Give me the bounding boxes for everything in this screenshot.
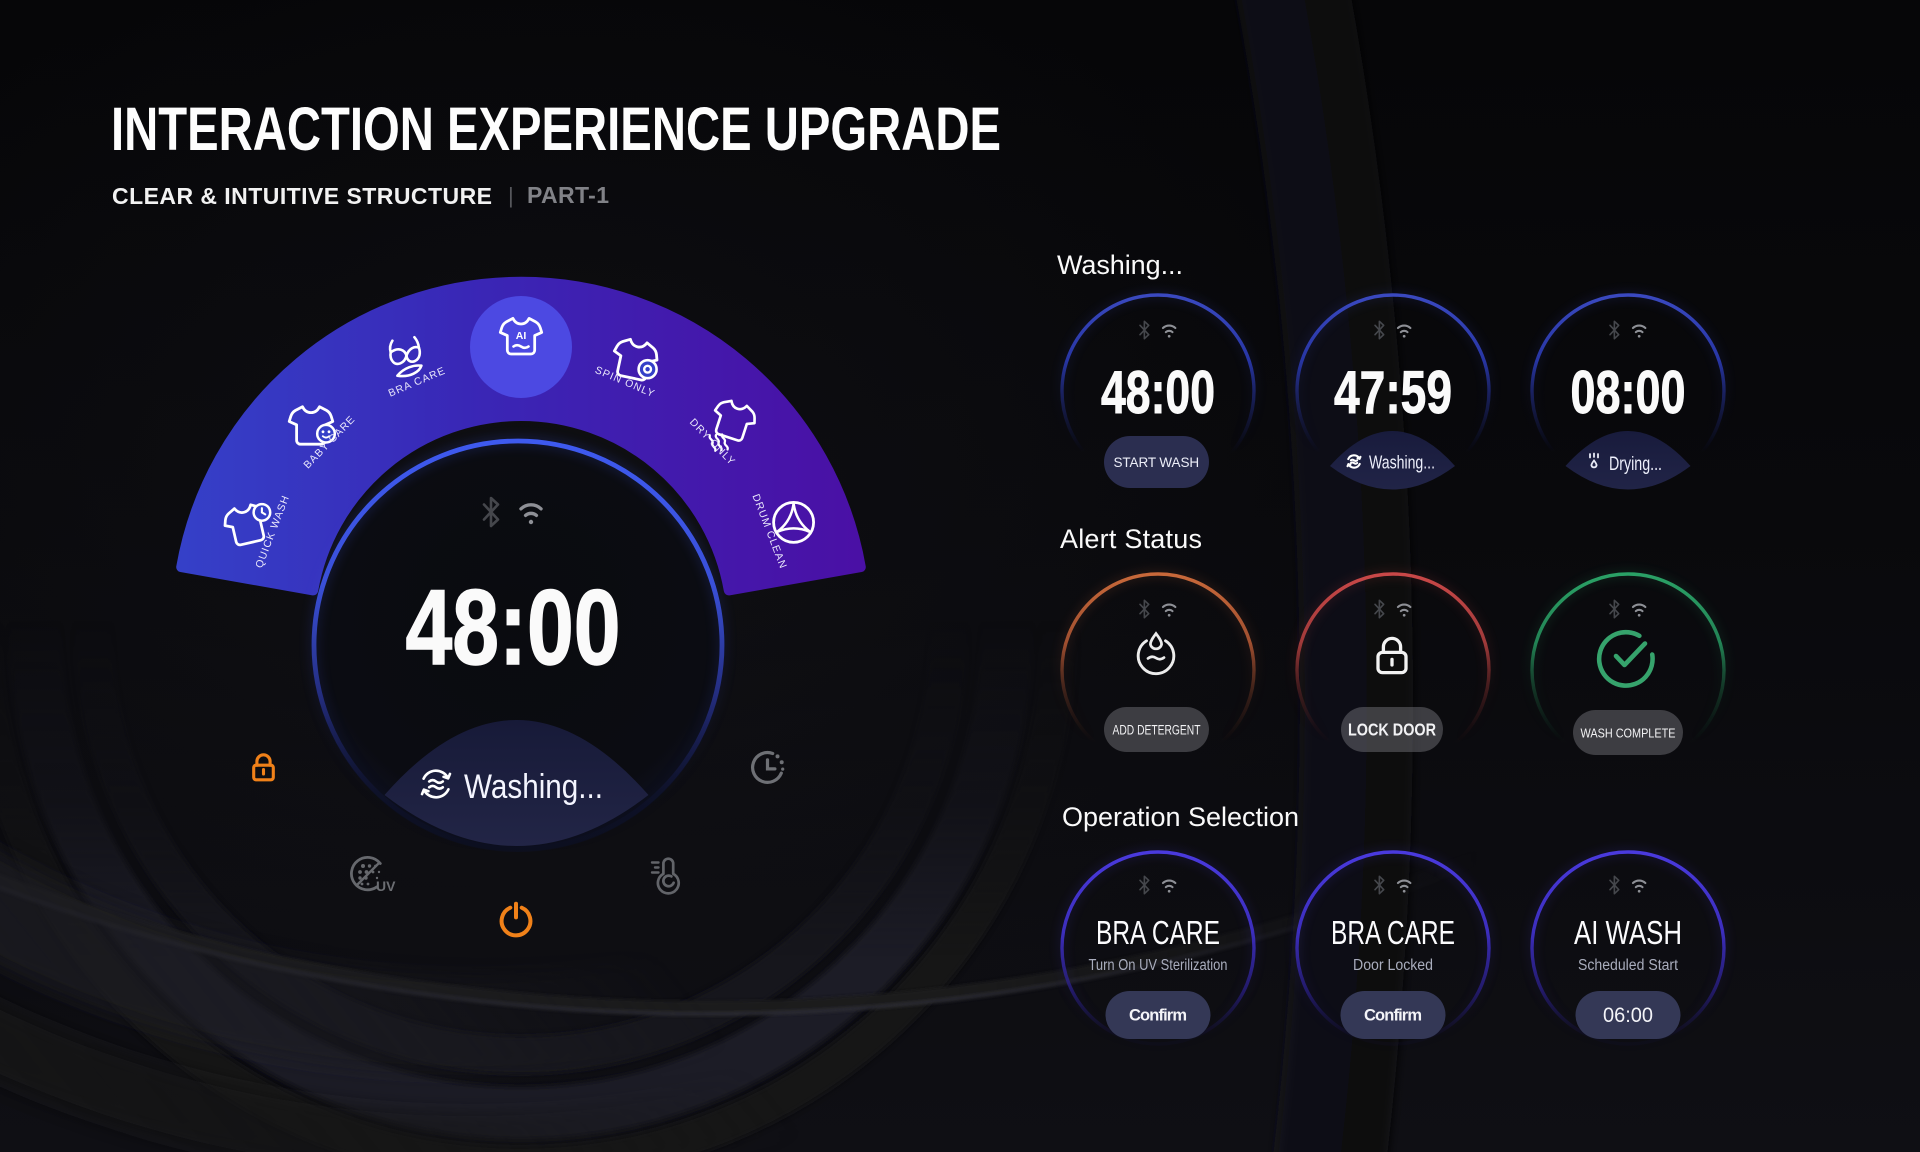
svg-text:AI: AI (516, 330, 527, 342)
svg-text:Turn On UV Sterilization: Turn On UV Sterilization (1089, 957, 1228, 974)
svg-text:Operation Selection: Operation Selection (1062, 802, 1299, 832)
svg-text:LOCK DOOR: LOCK DOOR (1348, 720, 1436, 740)
svg-text:48:00: 48:00 (406, 567, 621, 687)
svg-text:INTERACTION EXPERIENCE UPGRADE: INTERACTION EXPERIENCE UPGRADE (111, 95, 1001, 163)
svg-text:|: | (508, 183, 514, 208)
svg-text:PART-1: PART-1 (527, 182, 609, 208)
svg-text:08:00: 08:00 (1571, 359, 1686, 426)
svg-text:CLEAR & INTUITIVE STRUCTURE: CLEAR & INTUITIVE STRUCTURE (112, 183, 492, 209)
svg-text:47:59: 47:59 (1334, 359, 1452, 426)
svg-text:START WASH: START WASH (1114, 455, 1200, 470)
svg-text:Washing...: Washing... (1369, 453, 1435, 473)
svg-text:BRA CARE: BRA CARE (1096, 914, 1220, 951)
svg-text:Confirm: Confirm (1364, 1007, 1422, 1025)
svg-text:Alert Status: Alert Status (1060, 524, 1202, 554)
svg-text:Washing...: Washing... (1057, 250, 1183, 280)
svg-text:Scheduled Start: Scheduled Start (1578, 957, 1679, 974)
svg-text:Washing...: Washing... (464, 768, 603, 806)
svg-text:WASH COMPLETE: WASH COMPLETE (1581, 726, 1676, 741)
svg-text:48:00: 48:00 (1101, 359, 1215, 426)
svg-text:BRA CARE: BRA CARE (1331, 914, 1455, 951)
svg-text:ADD DETERGENT: ADD DETERGENT (1113, 723, 1201, 738)
svg-text:AI WASH: AI WASH (1574, 914, 1682, 951)
svg-text:Drying...: Drying... (1609, 454, 1662, 475)
svg-text:UV: UV (376, 878, 396, 894)
svg-text:Confirm: Confirm (1129, 1007, 1187, 1025)
svg-text:06:00: 06:00 (1603, 1004, 1653, 1027)
svg-text:Door Locked: Door Locked (1353, 957, 1433, 974)
